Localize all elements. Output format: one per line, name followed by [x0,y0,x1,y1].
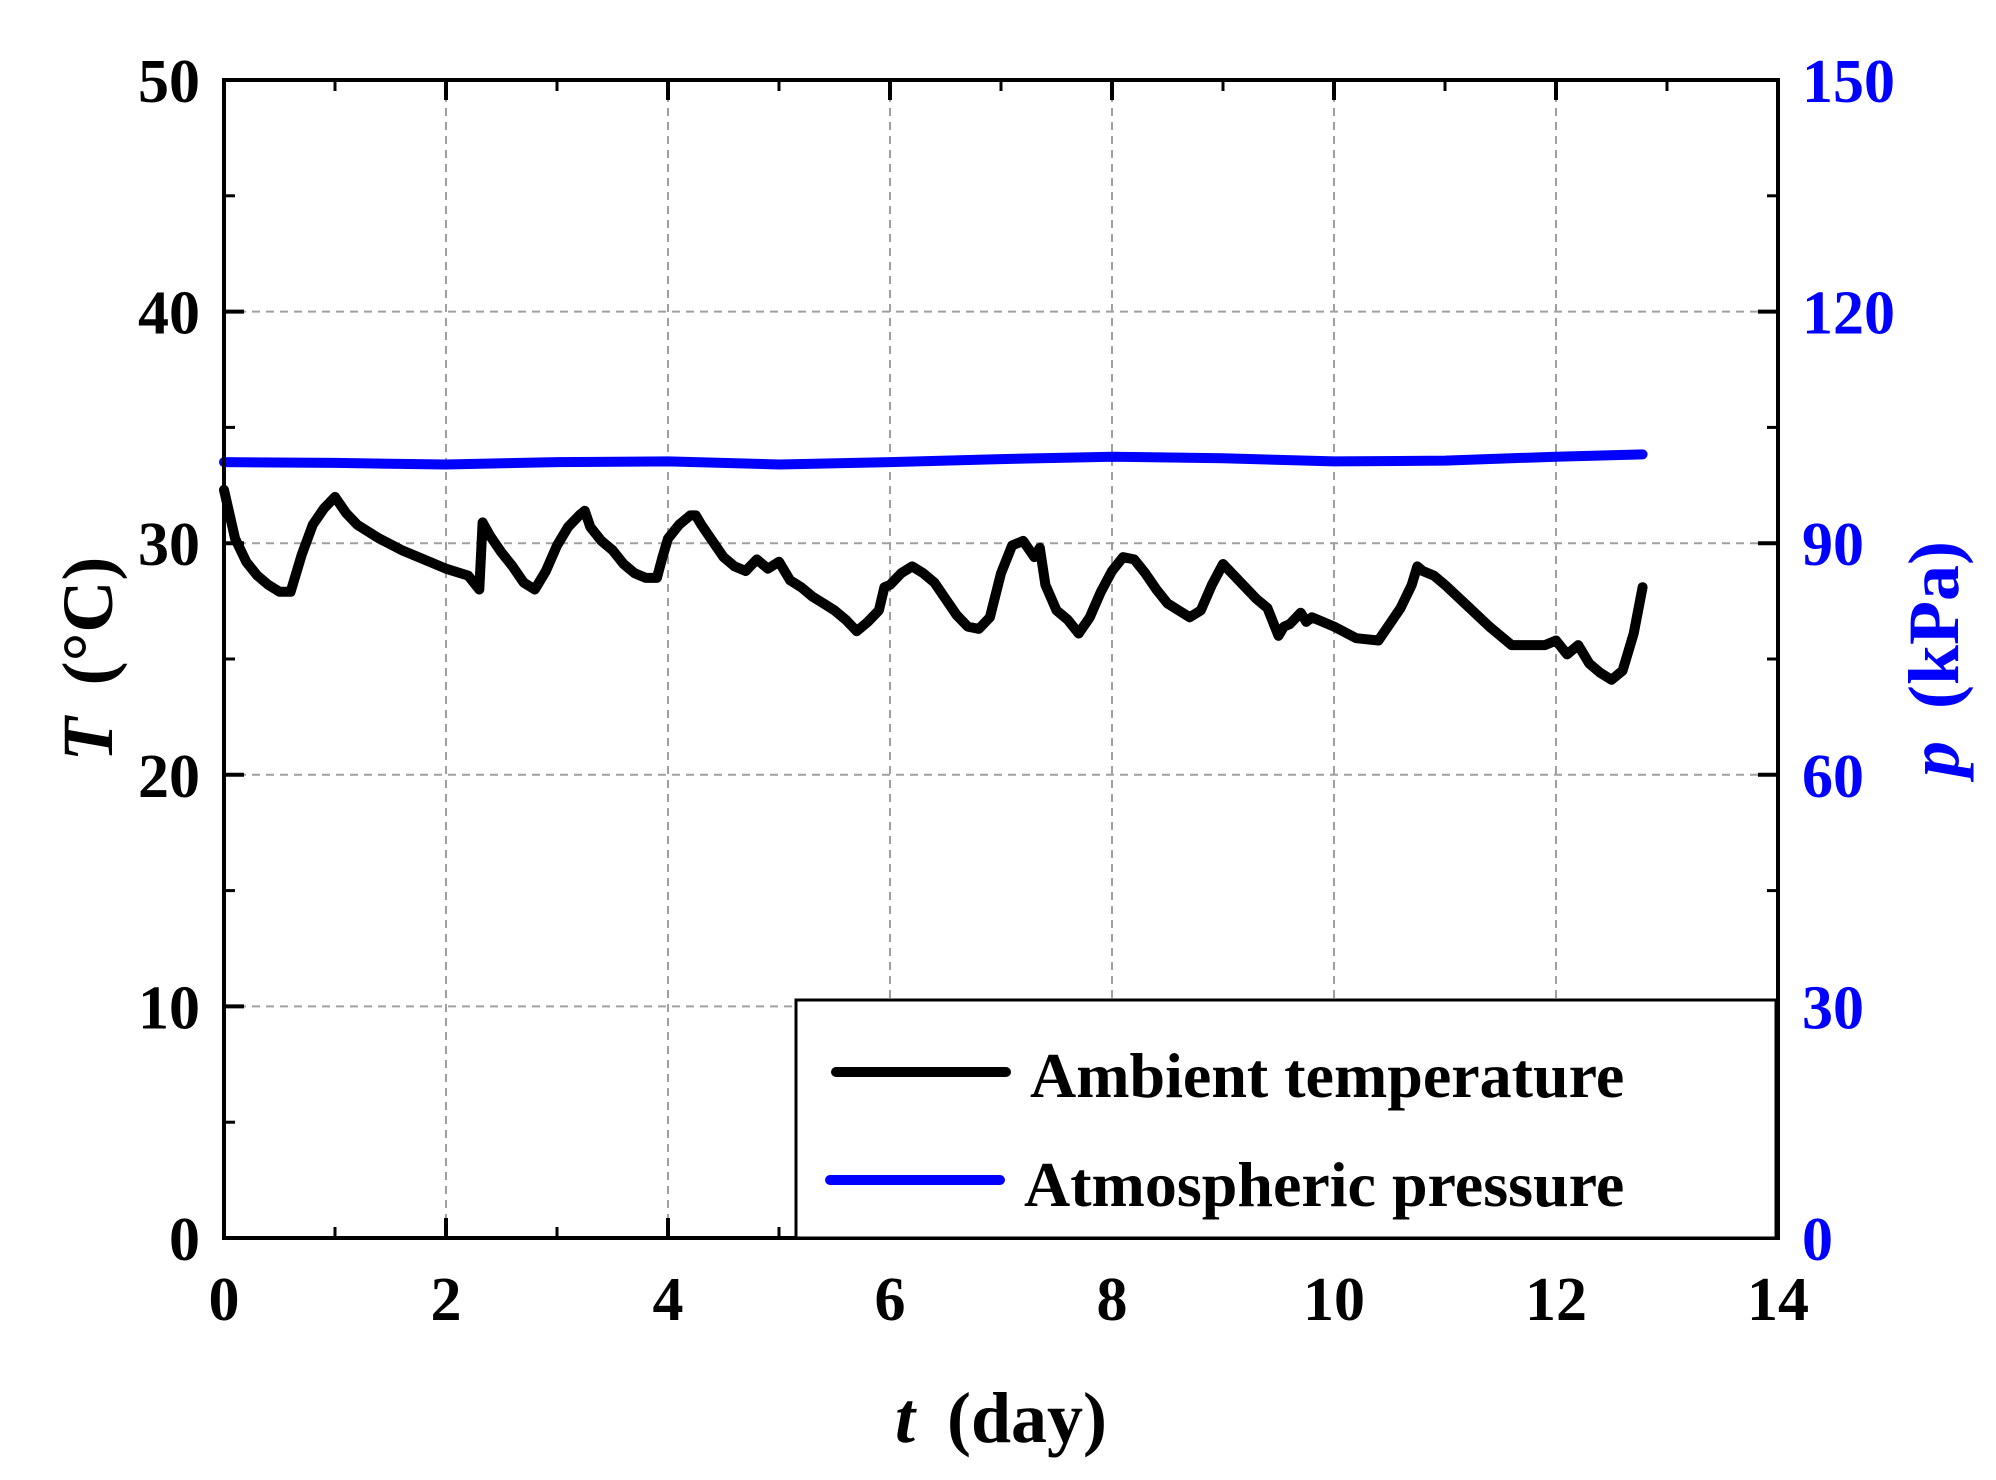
y2-tick-label: 120 [1802,280,1895,348]
y-axis-label-symbol: T [48,714,128,761]
x-axis-label-symbol: t [895,1378,917,1458]
y2-axis-label-symbol: p [1894,741,1974,783]
y-axis-label-unit: (°C) [48,557,128,686]
x-axis-label: t (day) [895,1378,1107,1458]
y-tick-label: 50 [138,48,200,116]
y2-axis-label-unit: (kPa) [1894,541,1974,709]
y-tick-label: 30 [138,511,200,579]
legend-box [794,998,1778,1240]
legend: Ambient temperature Atmospheric pressure [794,998,1778,1240]
legend-label-pressure: Atmospheric pressure [1024,1149,1624,1220]
y2-tick-label: 30 [1802,974,1864,1042]
series-layer [219,449,1648,685]
x-tick-label: 0 [209,1266,240,1334]
x-tick-label: 12 [1525,1266,1587,1334]
grid-layer [224,80,1778,1238]
y-tick-label: 40 [138,280,200,348]
x-tick-label: 6 [875,1266,906,1334]
y2-tick-label: 90 [1802,511,1864,579]
x-axis-label-unit: (day) [947,1378,1107,1458]
x-tick-label: 2 [431,1266,462,1334]
y2-tick-label: 0 [1802,1206,1833,1274]
y2-tick-label: 150 [1802,48,1895,116]
y2-tick-label: 60 [1802,743,1864,811]
x-tick-label: 10 [1303,1266,1365,1334]
y-tick-label: 20 [138,743,200,811]
x-tick-label: 14 [1747,1266,1809,1334]
y-tick-label: 0 [169,1206,200,1274]
y-axis-label: T (°C) [48,557,128,762]
x-tick-label: 4 [653,1266,684,1334]
series-line-pressure [219,449,1648,470]
series-line-temperature [219,484,1648,685]
y2-axis-label: p (kPa) [1894,541,1974,783]
y-tick-label: 10 [138,974,200,1042]
legend-label-temperature: Ambient temperature [1030,1040,1624,1111]
x-tick-label: 8 [1097,1266,1128,1334]
